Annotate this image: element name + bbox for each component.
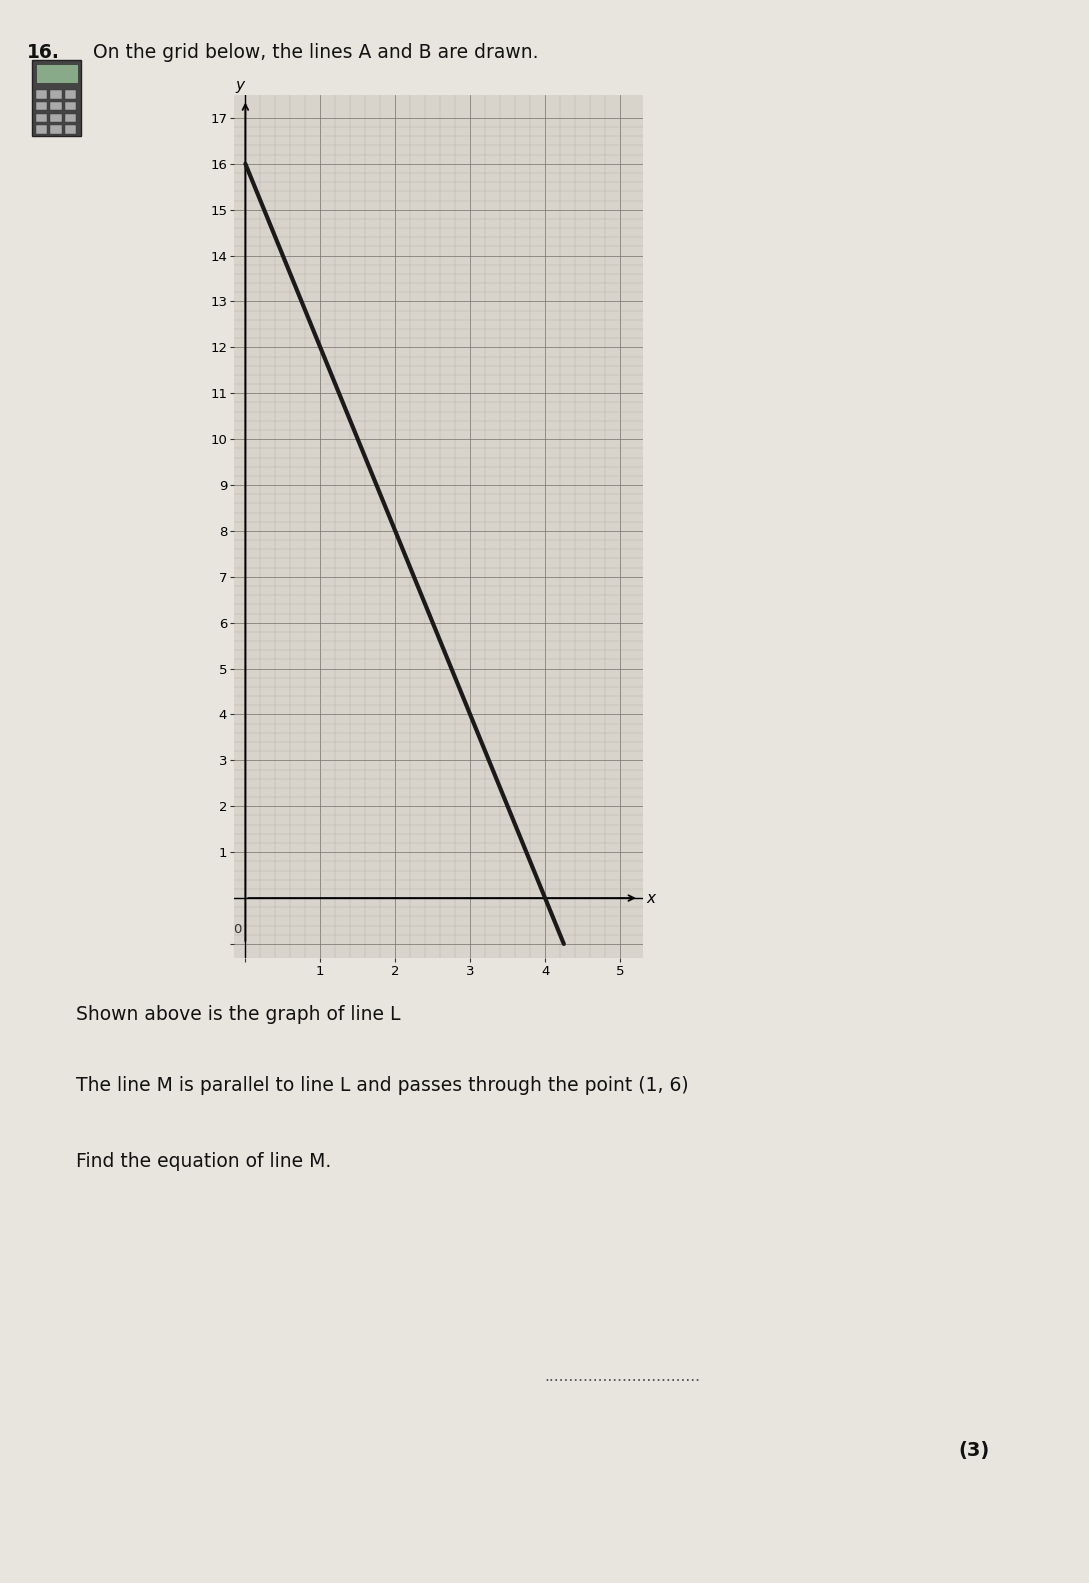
Text: 0: 0 [233,923,242,936]
Bar [65,125,76,133]
Text: 16.: 16. [27,43,60,62]
Text: y: y [235,78,244,93]
Bar [50,125,62,133]
Bar [65,90,76,98]
Text: Find the equation of line M.: Find the equation of line M. [76,1152,331,1171]
Text: x: x [646,891,656,905]
Bar [36,90,47,98]
Bar [36,114,47,122]
Bar [50,101,62,111]
Bar [65,101,76,111]
Text: Shown above is the graph of line L: Shown above is the graph of line L [76,1005,401,1024]
Text: (3): (3) [958,1441,990,1460]
Text: The line M is parallel to line L and passes through the point (1, 6): The line M is parallel to line L and pas… [76,1076,689,1095]
Bar [36,125,47,133]
Text: On the grid below, the lines A and B are drawn.: On the grid below, the lines A and B are… [93,43,538,62]
Bar [65,114,76,122]
Bar [50,90,62,98]
Text: ................................: ................................ [544,1369,700,1384]
Bar [36,63,77,82]
Bar [36,101,47,111]
Bar [50,114,62,122]
